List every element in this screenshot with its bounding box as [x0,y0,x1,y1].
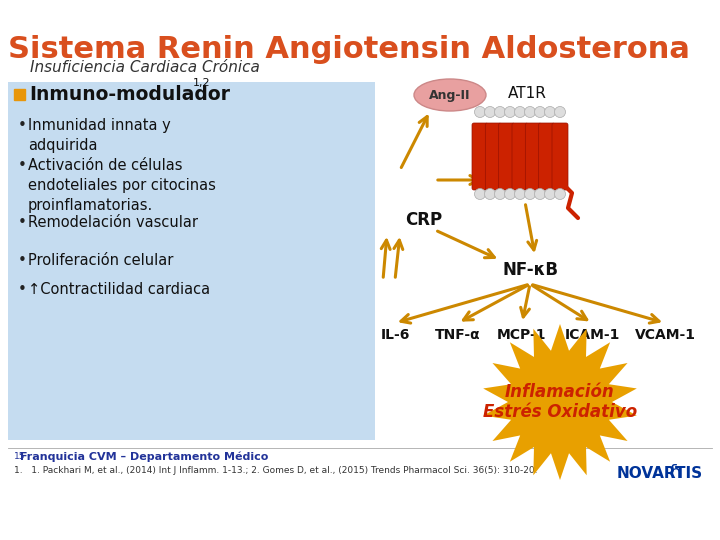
Circle shape [554,106,565,118]
Text: •: • [18,282,27,297]
Circle shape [544,106,556,118]
FancyBboxPatch shape [8,82,375,440]
Circle shape [485,188,495,199]
Text: •: • [18,215,27,230]
Circle shape [474,106,485,118]
FancyBboxPatch shape [485,123,501,190]
Circle shape [474,188,485,199]
Circle shape [495,188,505,199]
Circle shape [505,188,516,199]
Text: ↑Contractilidad cardiaca: ↑Contractilidad cardiaca [28,282,210,297]
Text: •: • [18,253,27,268]
Circle shape [505,106,516,118]
Circle shape [524,188,536,199]
Text: Inmuno-modulador: Inmuno-modulador [29,84,230,104]
Circle shape [495,106,505,118]
Circle shape [515,188,526,199]
Text: Remodelación vascular: Remodelación vascular [28,215,198,230]
Text: IL-6: IL-6 [380,328,410,342]
Circle shape [485,106,495,118]
Circle shape [534,188,546,199]
Text: NF-κB: NF-κB [502,261,558,279]
Text: TNF-α: TNF-α [435,328,481,342]
Text: ICAM-1: ICAM-1 [564,328,620,342]
Text: Proliferación celular: Proliferación celular [28,253,174,268]
FancyBboxPatch shape [499,123,515,190]
Text: Inmunidad innata y
adquirida: Inmunidad innata y adquirida [28,118,171,153]
Text: 1.   1. Packhari M, et al., (2014) Int J Inflamm. 1-13.; 2. Gomes D, et al., (20: 1. 1. Packhari M, et al., (2014) Int J I… [14,466,538,475]
Text: Ang-II: Ang-II [429,89,471,102]
FancyBboxPatch shape [472,123,488,190]
FancyBboxPatch shape [539,123,554,190]
Text: 1,2: 1,2 [193,78,211,88]
Text: CRP: CRP [405,211,442,229]
Text: VCAM-1: VCAM-1 [634,328,696,342]
FancyBboxPatch shape [552,123,568,190]
Polygon shape [483,324,636,480]
Text: Sistema Renin Angiotensin Aldosterona: Sistema Renin Angiotensin Aldosterona [8,35,690,64]
Text: AT1R: AT1R [508,85,547,100]
Circle shape [515,106,526,118]
Text: •: • [18,158,27,173]
FancyBboxPatch shape [526,123,541,190]
Text: Inflamación: Inflamación [505,383,615,401]
Ellipse shape [414,79,486,111]
Text: •: • [18,118,27,133]
Circle shape [524,106,536,118]
Text: NOVARTIS: NOVARTIS [617,466,703,481]
Bar [14,89,25,100]
Text: Franquicia CVM – Departamento Médico: Franquicia CVM – Departamento Médico [20,452,269,462]
Text: 15: 15 [14,452,25,461]
Text: MCP-1: MCP-1 [498,328,546,342]
Circle shape [554,188,565,199]
Text: Activación de células
endoteliales por citocinas
proinflamatorias.: Activación de células endoteliales por c… [28,158,216,213]
Text: Insuficiencia Cardiaca Crónica: Insuficiencia Cardiaca Crónica [30,60,260,75]
Circle shape [534,106,546,118]
Text: Estrés Oxidativo: Estrés Oxidativo [483,403,637,421]
Circle shape [544,188,556,199]
FancyBboxPatch shape [512,123,528,190]
Text: ɦ: ɦ [670,464,680,482]
